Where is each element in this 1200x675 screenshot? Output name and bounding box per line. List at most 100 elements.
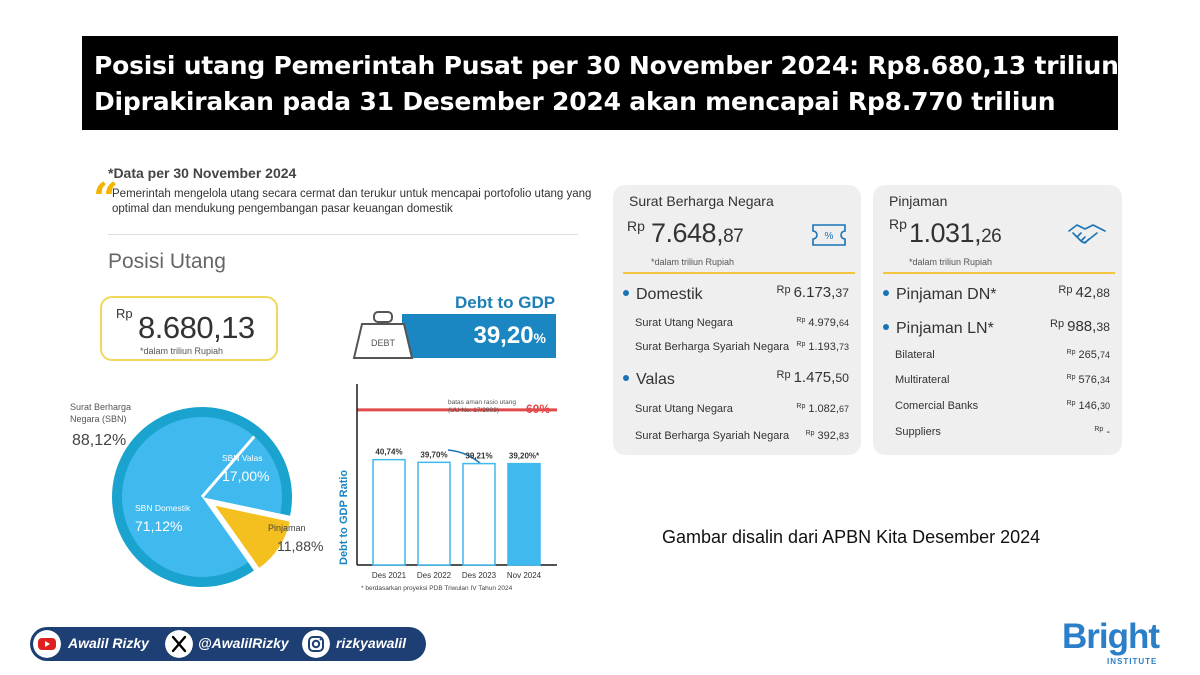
sbn-row-label: Surat Berharga Syariah Negara: [635, 430, 790, 442]
pinjaman-row-label: Multirateral: [895, 374, 950, 386]
data-note: *Data per 30 November 2024: [108, 165, 297, 181]
x-tick-label: Des 2023: [462, 571, 497, 580]
bar-des-2022: [417, 461, 451, 566]
bar-des-2021: [372, 458, 406, 566]
sbn-row-amount: Rp 1.082,67: [796, 403, 849, 415]
handshake-icon: [1068, 224, 1106, 244]
sbn-row-amount: Rp 1.193,73: [796, 341, 849, 353]
x-handle[interactable]: @AwalilRizky: [198, 635, 289, 651]
y-axis-label: Debt to GDP Ratio: [338, 470, 350, 565]
pinjaman-row-label: Pinjaman LN*: [883, 320, 994, 338]
sbn-row-amount: Rp 1.475,50: [776, 369, 849, 386]
pinjaman-card-divider: [883, 272, 1115, 274]
pinjaman-card-value: 1.031,26: [909, 218, 1002, 248]
x-tick-label: Des 2022: [417, 571, 452, 580]
sbn-group-label-1: Surat Berharga: [70, 402, 131, 412]
pinjaman-slice: [215, 505, 290, 568]
sbn-card-rp: Rp: [627, 218, 645, 234]
youtube-icon[interactable]: [33, 630, 61, 658]
sbn-domestik-value: 71,12%: [135, 518, 182, 534]
pinjaman-row-label: Pinjaman DN*: [883, 286, 996, 304]
threshold-label: 60%: [526, 402, 550, 416]
x-tick-label: Nov 2024: [507, 571, 542, 580]
posisi-utang-box: Rp 8.680,13 *dalam triliun Rupiah: [100, 296, 278, 361]
pinjaman-card: Pinjaman Rp 1.031,26 *dalam triliun Rupi…: [873, 185, 1122, 455]
posisi-unit: *dalam triliun Rupiah: [140, 346, 224, 356]
footnote: * berdasarkan proyeksi PDB Triwulan IV T…: [361, 585, 513, 592]
debt-to-gdp-value: 39,20%: [473, 322, 546, 349]
brand-sub: INSTITUTE: [1107, 657, 1158, 666]
pinjaman-row-amount: Rp 265,74: [1066, 349, 1110, 361]
posisi-rp: Rp: [116, 306, 133, 321]
bullet-icon: [883, 289, 889, 296]
threshold-text: batas aman rasio utang: [448, 399, 516, 406]
sbn-row-amount: Rp 392,83: [805, 430, 849, 442]
sbn-card-value: 7.648,87: [651, 218, 744, 248]
sbn-row-label: Surat Utang Negara: [635, 317, 733, 329]
sbn-valas-name: SBN Valas: [222, 453, 262, 463]
sbn-group-label-2: Negara (SBN): [70, 414, 127, 424]
headline-line-1: Posisi utang Pemerintah Pusat per 30 Nov…: [94, 51, 1119, 80]
bar-value-label: 39,21%: [465, 452, 492, 461]
bar-des-2023: [462, 462, 496, 566]
debt-to-gdp-banner: 39,20%: [402, 314, 556, 358]
instagram-icon[interactable]: [302, 630, 330, 658]
brand-name: Bright: [1062, 617, 1160, 656]
debt-composition-pie: Surat Berharga Negara (SBN) 88,12% SBN V…: [70, 402, 323, 587]
sbn-group-value: 88,12%: [72, 432, 126, 449]
debt-to-gdp-title: Debt to GDP: [455, 293, 556, 312]
bar-nov-2024: [507, 462, 541, 566]
pinjaman-card-rp: Rp: [889, 216, 907, 232]
x-twitter-icon[interactable]: [165, 630, 193, 658]
source-caption: Gambar disalin dari APBN Kita Desember 2…: [662, 527, 1041, 547]
sbn-valas-value: 17,00%: [222, 468, 269, 484]
x-tick-label: Des 2021: [372, 571, 407, 580]
posisi-utang-title: Posisi Utang: [108, 250, 226, 273]
svg-text:%: %: [825, 231, 834, 242]
debt-to-gdp-bar-chart: batas aman rasio utang (UU No. 17/2003) …: [338, 384, 557, 592]
sbn-row-label: Surat Berharga Syariah Negara: [635, 341, 790, 353]
sbn-row-amount: Rp 4.979,64: [796, 317, 849, 329]
sbn-card-divider: [623, 272, 855, 274]
pinjaman-row-label: Comercial Banks: [895, 400, 979, 412]
debt-weight-icon: DEBT: [352, 311, 414, 359]
sbn-row-label: Domestik: [623, 286, 703, 304]
debt-icon-label: DEBT: [371, 338, 396, 348]
pinjaman-card-title: Pinjaman: [889, 193, 948, 209]
bar-value-label: 40,74%: [375, 448, 402, 457]
headline-line-2: Diprakirakan pada 31 Desember 2024 akan …: [94, 87, 1056, 116]
sbn-row-label: Surat Utang Negara: [635, 403, 733, 415]
pinjaman-card-unit: *dalam triliun Rupiah: [909, 257, 993, 267]
slice-separator: [200, 435, 256, 498]
pinjaman-name: Pinjaman: [268, 523, 306, 533]
divider: [108, 234, 578, 235]
sbn-valas-slice: [202, 436, 282, 514]
bullet-icon: [883, 323, 889, 330]
sbn-row-label: Valas: [623, 371, 675, 389]
pinjaman-row-amount: Rp -: [1094, 426, 1110, 438]
sbn-card-title: Surat Berharga Negara: [629, 193, 774, 209]
pinjaman-row-label: Suppliers: [895, 426, 941, 438]
ticket-percent-icon: %: [812, 224, 846, 246]
pinjaman-row-amount: Rp 146,30: [1066, 400, 1110, 412]
pinjaman-row-amount: Rp 42,88: [1058, 284, 1110, 301]
sbn-domestik-name: SBN Domestik: [135, 503, 191, 513]
threshold-subtext: (UU No. 17/2003): [448, 407, 499, 414]
pinjaman-value: 11,88%: [277, 538, 323, 554]
bright-institute-logo: Bright INSTITUTE: [1062, 617, 1160, 666]
pinjaman-row-label: Bilateral: [895, 349, 935, 361]
sbn-card: Surat Berharga Negara Rp 7.648,87 *dalam…: [613, 185, 861, 455]
sbn-domestik-slice: [122, 417, 255, 577]
social-bar: Awalil Rizky @AwalilRizky rizkyawalil: [30, 627, 426, 661]
posisi-value: 8.680,13: [138, 310, 255, 345]
headline-banner: Posisi utang Pemerintah Pusat per 30 Nov…: [82, 36, 1119, 130]
youtube-handle[interactable]: Awalil Rizky: [68, 635, 149, 651]
sbn-row-amount: Rp 6.173,37: [776, 284, 849, 301]
bar-value-label: 39,70%: [420, 450, 447, 459]
pinjaman-row-amount: Rp 576,34: [1066, 374, 1110, 386]
bullet-icon: [623, 374, 629, 381]
instagram-handle[interactable]: rizkyawalil: [336, 635, 407, 651]
bar-value-label: 39,20%*: [509, 452, 540, 461]
quote-icon: “: [93, 174, 119, 225]
sbn-card-unit: *dalam triliun Rupiah: [651, 257, 735, 267]
